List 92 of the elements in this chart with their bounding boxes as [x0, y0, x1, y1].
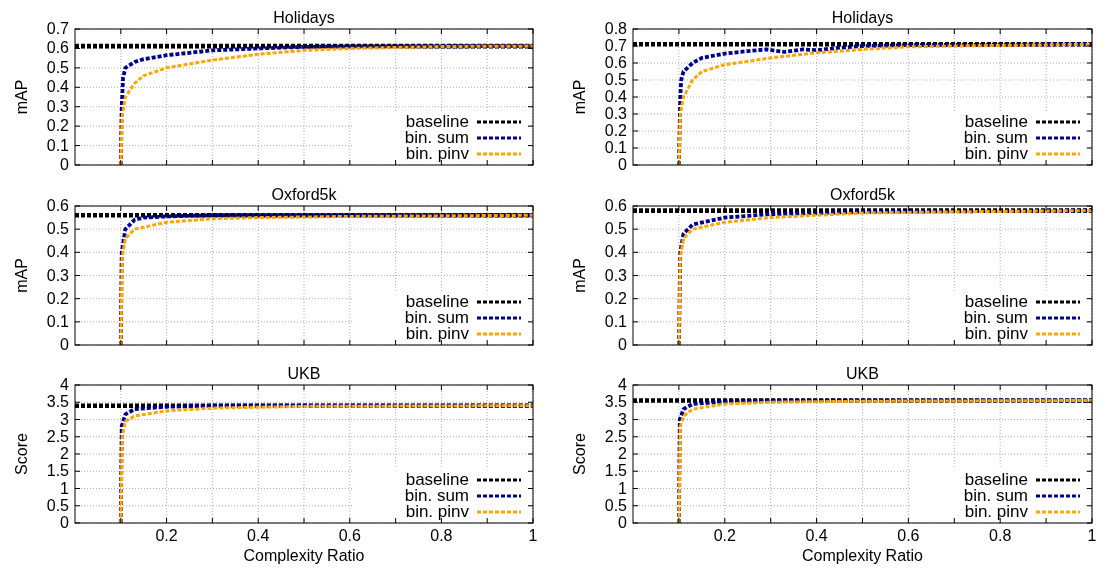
legend-label: bin. pinv — [405, 502, 470, 521]
y-tick-label: 0.1 — [604, 139, 628, 156]
y-tick-label: 0 — [618, 336, 628, 353]
y-tick-label: 0 — [618, 514, 628, 531]
legend-label: bin. sum — [963, 486, 1028, 505]
y-tick-label: 0.5 — [46, 58, 70, 76]
chart-title: Holidays — [831, 9, 894, 26]
x-tick-label: 0.4 — [805, 527, 828, 544]
x-tick-label: 0.6 — [897, 527, 920, 544]
y-tick-label: 0.4 — [46, 243, 70, 261]
legend-label: baseline — [405, 470, 469, 489]
y-tick-label: 0.5 — [604, 496, 628, 514]
y-tick-label: 0.2 — [604, 289, 628, 307]
y-tick-label: 2.5 — [46, 427, 70, 445]
y-tick-label: 0.6 — [46, 39, 70, 57]
legend-label: bin. sum — [963, 128, 1028, 147]
chart-title: UKB — [846, 365, 879, 382]
line-series — [677, 42, 1094, 167]
y-tick-label: 0 — [60, 514, 70, 531]
x-tick-label: 1 — [1087, 527, 1097, 544]
y-tick-label: 0.3 — [46, 97, 70, 115]
legend-label: bin. sum — [963, 308, 1028, 327]
x-tick-label: 0.4 — [247, 527, 270, 544]
legend-label: baseline — [964, 112, 1028, 131]
legend-label: baseline — [405, 292, 469, 311]
y-tick-label: 0.6 — [46, 197, 70, 214]
y-tick-label: 0.5 — [46, 496, 70, 514]
y-tick-label: 0.4 — [46, 78, 70, 96]
y-tick-label: 3.5 — [46, 393, 70, 411]
y-tick-label: 1.5 — [604, 462, 628, 480]
y-tick-label: 0.8 — [604, 20, 628, 37]
x-axis-title: Complexity Ratio — [802, 547, 924, 564]
y-tick-label: 0.7 — [46, 20, 70, 37]
legend-label: bin. sum — [404, 308, 469, 327]
y-tick-label: 4 — [60, 376, 70, 393]
y-tick-label: 0 — [60, 336, 70, 353]
y-tick-label: 2 — [60, 445, 70, 462]
y-tick-label: 0.3 — [604, 266, 628, 284]
y-tick-label: 0.4 — [604, 88, 628, 105]
y-tick-label: 0.3 — [604, 105, 628, 122]
y-tick-label: 0.2 — [46, 289, 70, 307]
x-tick-label: 0.2 — [155, 527, 178, 544]
y-tick-label: 3.5 — [604, 393, 628, 411]
y-tick-label: 1 — [60, 479, 70, 497]
legend-label: bin. pinv — [405, 144, 470, 163]
y-tick-label: 0.4 — [604, 243, 628, 261]
y-tick-label: 0 — [618, 156, 628, 173]
y-tick-label: 0.1 — [604, 312, 628, 330]
y-tick-label: 0.5 — [604, 71, 628, 88]
y-tick-label: 4 — [618, 376, 628, 393]
y-tick-label: 1 — [618, 479, 628, 497]
y-tick-label: 1.5 — [46, 462, 70, 480]
y-tick-label: 0.3 — [46, 266, 70, 284]
y-tick-label: 0.1 — [46, 312, 70, 330]
x-tick-label: 1 — [528, 527, 538, 544]
x-tick-label: 0.2 — [713, 527, 737, 544]
x-tick-label: 0.8 — [989, 527, 1012, 544]
x-tick-label: 0.6 — [338, 527, 362, 544]
y-axis-title: mAP — [571, 258, 588, 293]
y-tick-label: 0.2 — [604, 122, 628, 139]
chart-title: Oxford5k — [830, 186, 896, 203]
legend-label: baseline — [964, 470, 1028, 489]
legend-label: baseline — [405, 112, 469, 131]
y-tick-label: 0.6 — [604, 54, 628, 71]
chart-title: UKB — [287, 365, 321, 382]
legend-label: bin. sum — [404, 128, 469, 147]
y-tick-label: 3 — [60, 410, 70, 428]
legend-label: bin. pinv — [964, 502, 1029, 521]
y-tick-label: 0.7 — [604, 37, 628, 54]
y-tick-label: 0.5 — [604, 220, 628, 238]
y-tick-label: 0 — [60, 156, 70, 173]
y-tick-label: 3 — [618, 410, 628, 428]
x-axis-title: Complexity Ratio — [243, 547, 365, 564]
y-tick-label: 2 — [618, 445, 628, 462]
y-tick-label: 0.1 — [46, 136, 70, 154]
y-axis-title: mAP — [571, 79, 588, 115]
y-tick-label: 0.2 — [46, 117, 70, 135]
legend-label: baseline — [964, 292, 1028, 311]
y-tick-label: 2.5 — [604, 427, 628, 445]
y-tick-label: 0.6 — [604, 197, 628, 214]
legend-label: bin. pinv — [964, 324, 1029, 343]
chart-title: Oxford5k — [271, 186, 338, 203]
chart-title: Holidays — [273, 9, 335, 26]
legend-label: bin. pinv — [405, 324, 470, 343]
y-axis-title: mAP — [13, 258, 30, 293]
x-tick-label: 0.8 — [430, 527, 453, 544]
y-axis-title: Score — [13, 433, 30, 475]
y-tick-label: 0.5 — [46, 220, 70, 238]
y-axis-title: Score — [571, 433, 588, 475]
legend-label: bin. pinv — [964, 144, 1029, 163]
y-axis-title: mAP — [13, 79, 30, 115]
legend-label: bin. sum — [404, 486, 469, 505]
